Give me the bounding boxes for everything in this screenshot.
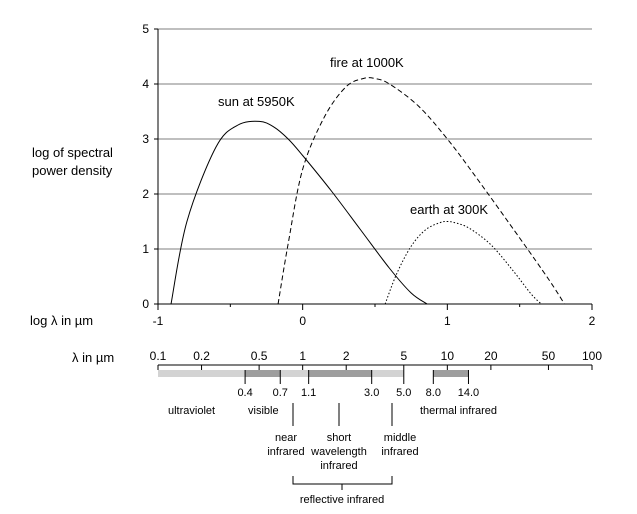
spectrum-bands xyxy=(158,370,469,377)
spectrum-band xyxy=(308,370,372,377)
wavelength-tick-label: 0.1 xyxy=(150,349,167,363)
wavelength-tick-label: 100 xyxy=(582,349,602,363)
wavelength-tick-label: 1 xyxy=(299,349,306,363)
curves xyxy=(170,77,565,305)
label-short-3: infrared xyxy=(320,460,357,472)
band-boundary-label: 14.0 xyxy=(458,387,479,399)
annotation-earth: earth at 300K xyxy=(410,202,488,217)
y-tick-label: 3 xyxy=(142,132,149,146)
y-tick-label: 2 xyxy=(142,187,149,201)
annotation-sun: sun at 5950K xyxy=(218,94,295,109)
label-thermal-infrared: thermal infrared xyxy=(420,405,497,417)
y-tick-label: 1 xyxy=(142,242,149,256)
wavelength-tick-label: 5 xyxy=(400,349,407,363)
wavelength-tick-label: 0.5 xyxy=(251,349,268,363)
x-tick-label: 0 xyxy=(299,314,306,328)
wavelength-ticks: 0.1 0.2 0.5 1 2 5 10 20 50 100 xyxy=(150,349,602,370)
reflective-bracket xyxy=(292,476,393,485)
label-near-1: near xyxy=(275,432,297,444)
ylabel-line-1: log of spectral xyxy=(32,145,113,160)
wavelength-tick-label: 10 xyxy=(441,349,455,363)
label-middle-1: middle xyxy=(384,432,416,444)
y-tick-label: 5 xyxy=(142,22,149,36)
label-reflective-infrared: reflective infrared xyxy=(300,494,384,506)
spectrum-band xyxy=(371,370,404,377)
label-near-2: infrared xyxy=(267,446,304,458)
y-tick-label: 4 xyxy=(142,77,149,91)
x-tick-label: -1 xyxy=(153,314,164,328)
spectrum-band xyxy=(280,370,309,377)
y-tick-label: 0 xyxy=(142,297,149,311)
wavelength-label: λ in µm xyxy=(72,350,114,365)
spectrum-band xyxy=(158,370,246,377)
band-boundary-label: 0.7 xyxy=(273,387,288,399)
series-line-1 xyxy=(277,77,565,305)
xlabel: log λ in µm xyxy=(30,313,93,328)
series-line-0 xyxy=(170,120,428,305)
label-ultraviolet: ultraviolet xyxy=(168,405,215,417)
wavelength-tick-label: 50 xyxy=(542,349,556,363)
annotation-fire: fire at 1000K xyxy=(330,55,404,70)
wavelength-tick-label: 20 xyxy=(484,349,498,363)
label-short-1: short xyxy=(327,432,351,444)
grid-lines xyxy=(158,28,592,250)
band-boundary-label: 1.1 xyxy=(301,387,316,399)
ylabel-line-2: power density xyxy=(32,163,113,178)
tick-labels: 0 1 2 3 4 5 -1 0 1 2 xyxy=(142,22,595,328)
band-boundary-label: 3.0 xyxy=(364,387,379,399)
series-line-2 xyxy=(384,220,542,305)
band-boundary-label: 8.0 xyxy=(426,387,441,399)
wavelength-tick-label: 2 xyxy=(343,349,350,363)
band-boundaries: 0.4 0.7 1.1 3.0 5.0 8.0 14.0 xyxy=(237,370,479,399)
x-tick-label: 2 xyxy=(589,314,596,328)
band-boundary-label: 0.4 xyxy=(237,387,252,399)
spectrum-band xyxy=(433,370,469,377)
band-boundary-label: 5.0 xyxy=(396,387,411,399)
wavelength-tick-label: 0.2 xyxy=(193,349,210,363)
x-tick-label: 1 xyxy=(444,314,451,328)
spectrum-band xyxy=(245,370,281,377)
label-visible: visible xyxy=(248,405,279,417)
label-short-2: wavelength xyxy=(310,446,367,458)
label-middle-2: infrared xyxy=(381,446,418,458)
axes xyxy=(154,28,593,310)
